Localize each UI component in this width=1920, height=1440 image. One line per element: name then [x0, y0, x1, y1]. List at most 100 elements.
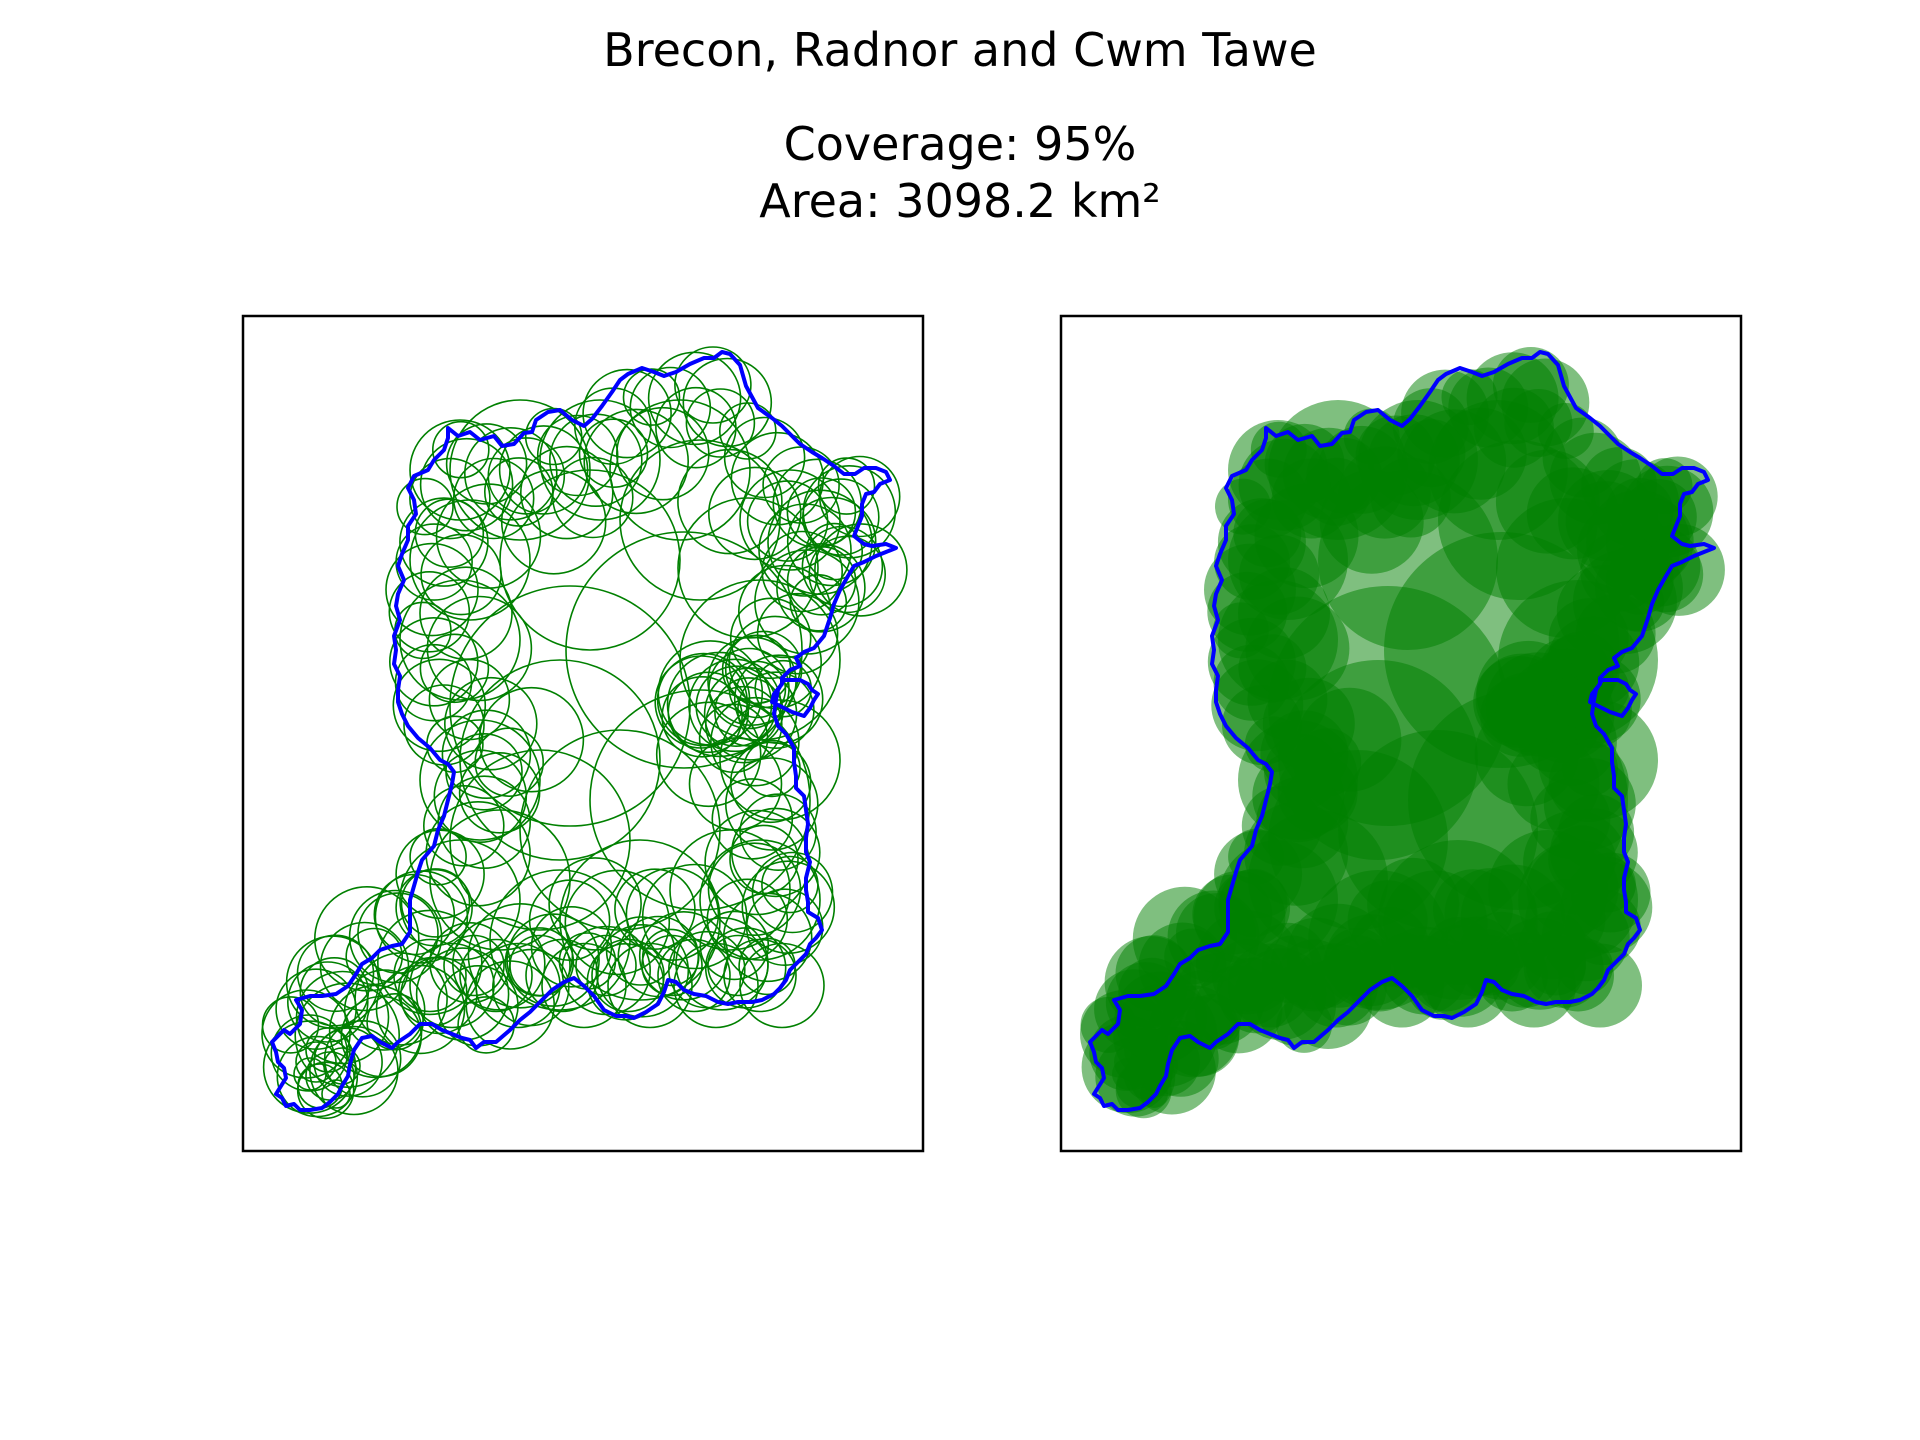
coverage-circle [467, 902, 574, 1009]
coverage-circle [422, 784, 505, 867]
coverage-circles-filled [1080, 347, 1725, 1119]
coverage-circle [614, 868, 696, 951]
map-panel-filled-circles [1059, 314, 1743, 1153]
coverage-circle [607, 942, 693, 1029]
coverage-circle [388, 616, 479, 707]
coverage-circle [711, 778, 794, 860]
coverage-circle [435, 483, 542, 589]
coverage-circle [699, 910, 770, 981]
coverage-circle [565, 531, 803, 769]
coverage-circle [293, 1057, 327, 1091]
coverage-circle [295, 970, 390, 1065]
map-frame-left [241, 314, 925, 1153]
coverage-circles-outline [261, 346, 908, 1120]
coverage-circle [617, 915, 700, 998]
coverage-circle [698, 703, 769, 774]
coverage-circle [286, 961, 369, 1043]
coverage-circle [737, 671, 815, 750]
coverage-circle [685, 388, 756, 458]
figure-subtitle: Coverage: 95% Area: 3098.2 km² [0, 116, 1920, 230]
coverage-circle-filled [1112, 1058, 1144, 1090]
coverage-circle [582, 368, 672, 459]
coverage-circle [393, 938, 467, 1013]
coverage-circle [458, 751, 541, 834]
coverage-circle [677, 448, 783, 555]
map-frame-right [1059, 314, 1743, 1153]
coverage-circle [437, 775, 532, 870]
coverage-circle [647, 351, 742, 446]
coverage-circle [536, 414, 619, 497]
coverage-circle [786, 545, 857, 616]
coverage-circle [296, 934, 375, 1013]
coverage-circle [403, 684, 485, 766]
coverage-circle [388, 570, 471, 653]
coverage-circle [399, 497, 489, 587]
coverage-circle [396, 477, 454, 536]
coverage-circle [426, 595, 533, 702]
coverage-circle [699, 839, 821, 961]
coverage-circle [506, 913, 600, 1007]
coverage-circle [661, 675, 743, 758]
coverage-circle [615, 406, 710, 501]
coverage-circle [395, 829, 485, 920]
coverage-circle [629, 366, 712, 449]
coverage-circle [459, 938, 533, 1013]
coverage-circle [409, 457, 491, 540]
coverage-circle [400, 868, 471, 938]
coverage-circle [261, 996, 320, 1054]
coverage-circle [707, 934, 769, 997]
coverage-circle [551, 456, 634, 539]
coverage-circle [729, 824, 799, 895]
coverage-circle [575, 934, 637, 997]
coverage-circle [419, 437, 514, 532]
coverage-circle [373, 873, 456, 956]
coverage-circle [758, 503, 852, 597]
coverage-circle [707, 466, 802, 561]
coverage-circle [666, 651, 773, 758]
coverage-circle [564, 869, 671, 976]
coverage-circle [706, 878, 789, 961]
map-panel-outline-circles [241, 314, 925, 1153]
coverage-circle [714, 677, 784, 747]
coverage-circle [801, 525, 884, 608]
coverage-circle [463, 426, 558, 521]
coverage-circle [655, 701, 762, 808]
coverage-circle-filled [1254, 484, 1359, 589]
coverage-circle [578, 418, 649, 489]
coverage-circle [294, 982, 401, 1088]
coverage-circle [519, 445, 614, 540]
coverage-circle [655, 386, 737, 469]
coverage-circle [756, 592, 839, 675]
coverage-circle [729, 597, 812, 680]
coverage-circle [625, 867, 720, 961]
coverage-circle [299, 956, 370, 1027]
coverage-circle [707, 842, 802, 937]
coverage-circle [357, 892, 439, 974]
coverage-circle [459, 659, 661, 861]
coverage-circle [688, 737, 783, 831]
coverage-circle [739, 793, 817, 872]
coverage-circle [385, 542, 479, 637]
coverage-circle [295, 1041, 337, 1083]
area-label: Area: 3098.2 km² [759, 174, 1161, 228]
coverage-circle [449, 399, 591, 541]
coverage-circle [399, 579, 521, 701]
coverage-circle [392, 658, 487, 753]
coverage-circle [548, 857, 642, 951]
coverage-circle [591, 938, 665, 1013]
coverage-circle [500, 468, 607, 575]
coverage-circle [801, 478, 880, 556]
coverage-circle [808, 535, 887, 614]
coverage-circle [673, 942, 759, 1029]
coverage-circle [710, 696, 800, 787]
district-boundary-left [270, 350, 898, 1112]
coverage-circle [419, 633, 490, 704]
coverage-circle [441, 709, 532, 800]
coverage-circle [583, 408, 690, 515]
district-boundary-right [1088, 350, 1716, 1112]
coverage-circle [746, 480, 829, 562]
coverage-circle [478, 686, 585, 793]
coverage-circle [313, 885, 420, 992]
coverage-circle [739, 942, 825, 1029]
